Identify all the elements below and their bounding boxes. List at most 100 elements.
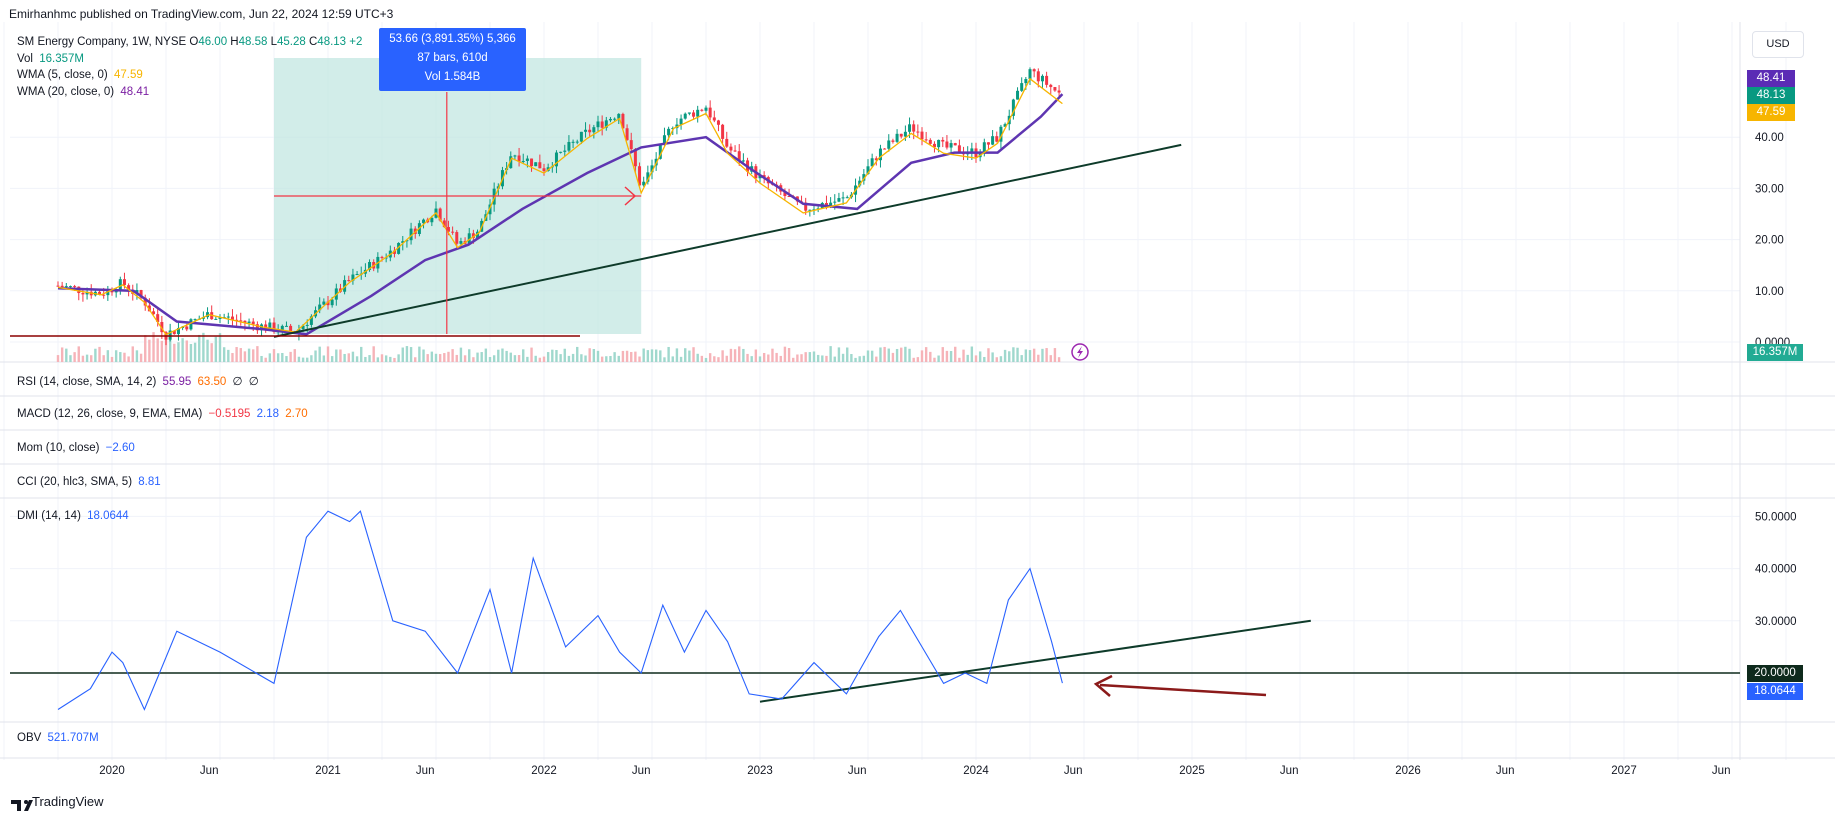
volume-bar-37	[210, 343, 213, 362]
volume-bar-85	[409, 347, 413, 362]
candle-body-29	[176, 327, 180, 335]
currency-selector[interactable]: USD	[1752, 31, 1804, 58]
volume-bar-177	[792, 357, 795, 362]
volume-bar-171	[767, 354, 770, 362]
candle-body-48	[255, 324, 259, 331]
candle-body-241	[1057, 90, 1061, 93]
mom-legend[interactable]: Mom (10, close) −2.60	[17, 442, 138, 454]
volume-bar-63	[318, 346, 321, 362]
candle-body-223	[982, 142, 986, 154]
volume-bar-195	[866, 350, 870, 362]
macd-legend[interactable]: MACD (12, 26, close, 9, EMA, EMA) −0.519…	[17, 408, 311, 420]
price-badge-wma5: 47.59	[1747, 104, 1795, 121]
volume-bar-77	[376, 357, 380, 362]
candle-body-132	[604, 120, 608, 128]
low-label: L	[270, 36, 277, 48]
volume-bar-121	[559, 354, 562, 362]
volume-bar-48	[256, 346, 259, 362]
volume-bar-161	[725, 355, 728, 362]
candle-body-130	[596, 121, 600, 128]
wma5-label: WMA (5, close, 0)	[17, 69, 108, 81]
volume-bar-208	[920, 350, 924, 362]
candle-body-120	[554, 152, 558, 167]
volume-bar-198	[879, 347, 882, 362]
volume-bar-61	[310, 355, 313, 362]
volume-bar-91	[434, 353, 438, 362]
candle-body-27	[168, 330, 172, 340]
vol-legend[interactable]: Vol 16.357M	[17, 53, 87, 65]
volume-bar-44	[239, 348, 242, 362]
price-badge-volume: 16.357M	[1747, 344, 1803, 361]
candle-body-200	[887, 140, 891, 149]
candle-body-226	[995, 136, 999, 142]
open-label: O	[189, 36, 199, 48]
candle-body-41	[226, 316, 230, 318]
volume-bar-65	[326, 346, 330, 362]
candle-body-25	[160, 322, 164, 333]
time-axis-tick-6: 2023	[747, 765, 773, 777]
volume-bar-129	[592, 348, 596, 362]
rsi-legend[interactable]: RSI (14, close, SMA, 14, 2) 55.95 63.50 …	[17, 374, 262, 388]
volume-bar-34	[198, 334, 201, 362]
volume-bar-73	[360, 346, 363, 362]
time-axis-tick-11: Jun	[1280, 765, 1299, 777]
rsi-value-2: 63.50	[197, 376, 227, 388]
volume-bar-54	[281, 352, 284, 362]
time-axis-tick-2: 2021	[315, 765, 341, 777]
candle-body-3	[68, 286, 72, 288]
volume-bar-145	[659, 350, 662, 362]
candle-body-72	[355, 274, 359, 276]
volume-bar-27	[168, 334, 172, 362]
volume-bar-233	[1024, 349, 1028, 362]
candle-body-39	[218, 317, 222, 319]
wma5-value: 47.59	[113, 69, 143, 81]
candle-body-81	[392, 250, 396, 254]
candle-body-170	[762, 175, 766, 178]
candle-body-151	[683, 113, 687, 119]
candle-body-214	[945, 141, 949, 148]
volume-bar-89	[426, 354, 429, 362]
volume-bar-153	[692, 347, 695, 362]
volume-bar-117	[542, 356, 546, 362]
volume-bar-216	[954, 346, 957, 362]
candle-body-228	[1003, 124, 1007, 127]
volume-bar-101	[476, 352, 479, 362]
volume-bar-19	[135, 350, 139, 362]
volume-bar-100	[472, 357, 475, 362]
candle-body-111	[517, 155, 521, 162]
volume-bar-75	[368, 355, 371, 362]
symbol-legend[interactable]: SM Energy Company, 1W, NYSE O46.00 H48.5…	[17, 36, 362, 48]
candle-body-163	[733, 150, 737, 152]
candle-body-85	[409, 228, 413, 241]
candle-body-44	[239, 320, 243, 322]
candle-body-99	[467, 233, 471, 244]
volume-bar-237	[1041, 348, 1044, 362]
dmi-legend[interactable]: DMI (14, 14) 18.0644	[17, 510, 132, 522]
candle-body-42	[230, 316, 234, 320]
volume-bar-154	[696, 353, 699, 362]
volume-bar-31	[185, 340, 188, 362]
cci-legend[interactable]: CCI (20, hlc3, SMA, 5) 8.81	[17, 476, 164, 488]
obv-legend[interactable]: OBV 521.707M	[17, 732, 102, 744]
lightning-icon[interactable]	[1071, 343, 1089, 361]
candle-body-198	[878, 148, 882, 161]
volume-bar-227	[999, 356, 1003, 362]
volume-bar-187	[833, 356, 836, 362]
symbol-name[interactable]: SM Energy Company, 1W, NYSE	[17, 36, 187, 48]
wma20-legend[interactable]: WMA (20, close, 0) 48.41	[17, 86, 152, 98]
candle-body-38	[214, 318, 218, 320]
wma5-legend[interactable]: WMA (5, close, 0) 47.59	[17, 69, 146, 81]
volume-bar-213	[941, 347, 944, 362]
footer-brand[interactable]: TradingView	[32, 794, 104, 809]
dmi-axis-tick-2: 30.0000	[1755, 616, 1797, 628]
volume-bar-35	[202, 332, 205, 362]
candle-body-2	[64, 286, 68, 288]
volume-bar-200	[887, 348, 890, 362]
candle-body-157	[708, 107, 712, 118]
volume-bar-94	[447, 351, 450, 362]
volume-bar-38	[214, 336, 218, 362]
volume-bar-176	[787, 348, 791, 362]
dmi-axis-tick-1: 40.0000	[1755, 564, 1797, 576]
volume-bar-72	[355, 356, 359, 362]
